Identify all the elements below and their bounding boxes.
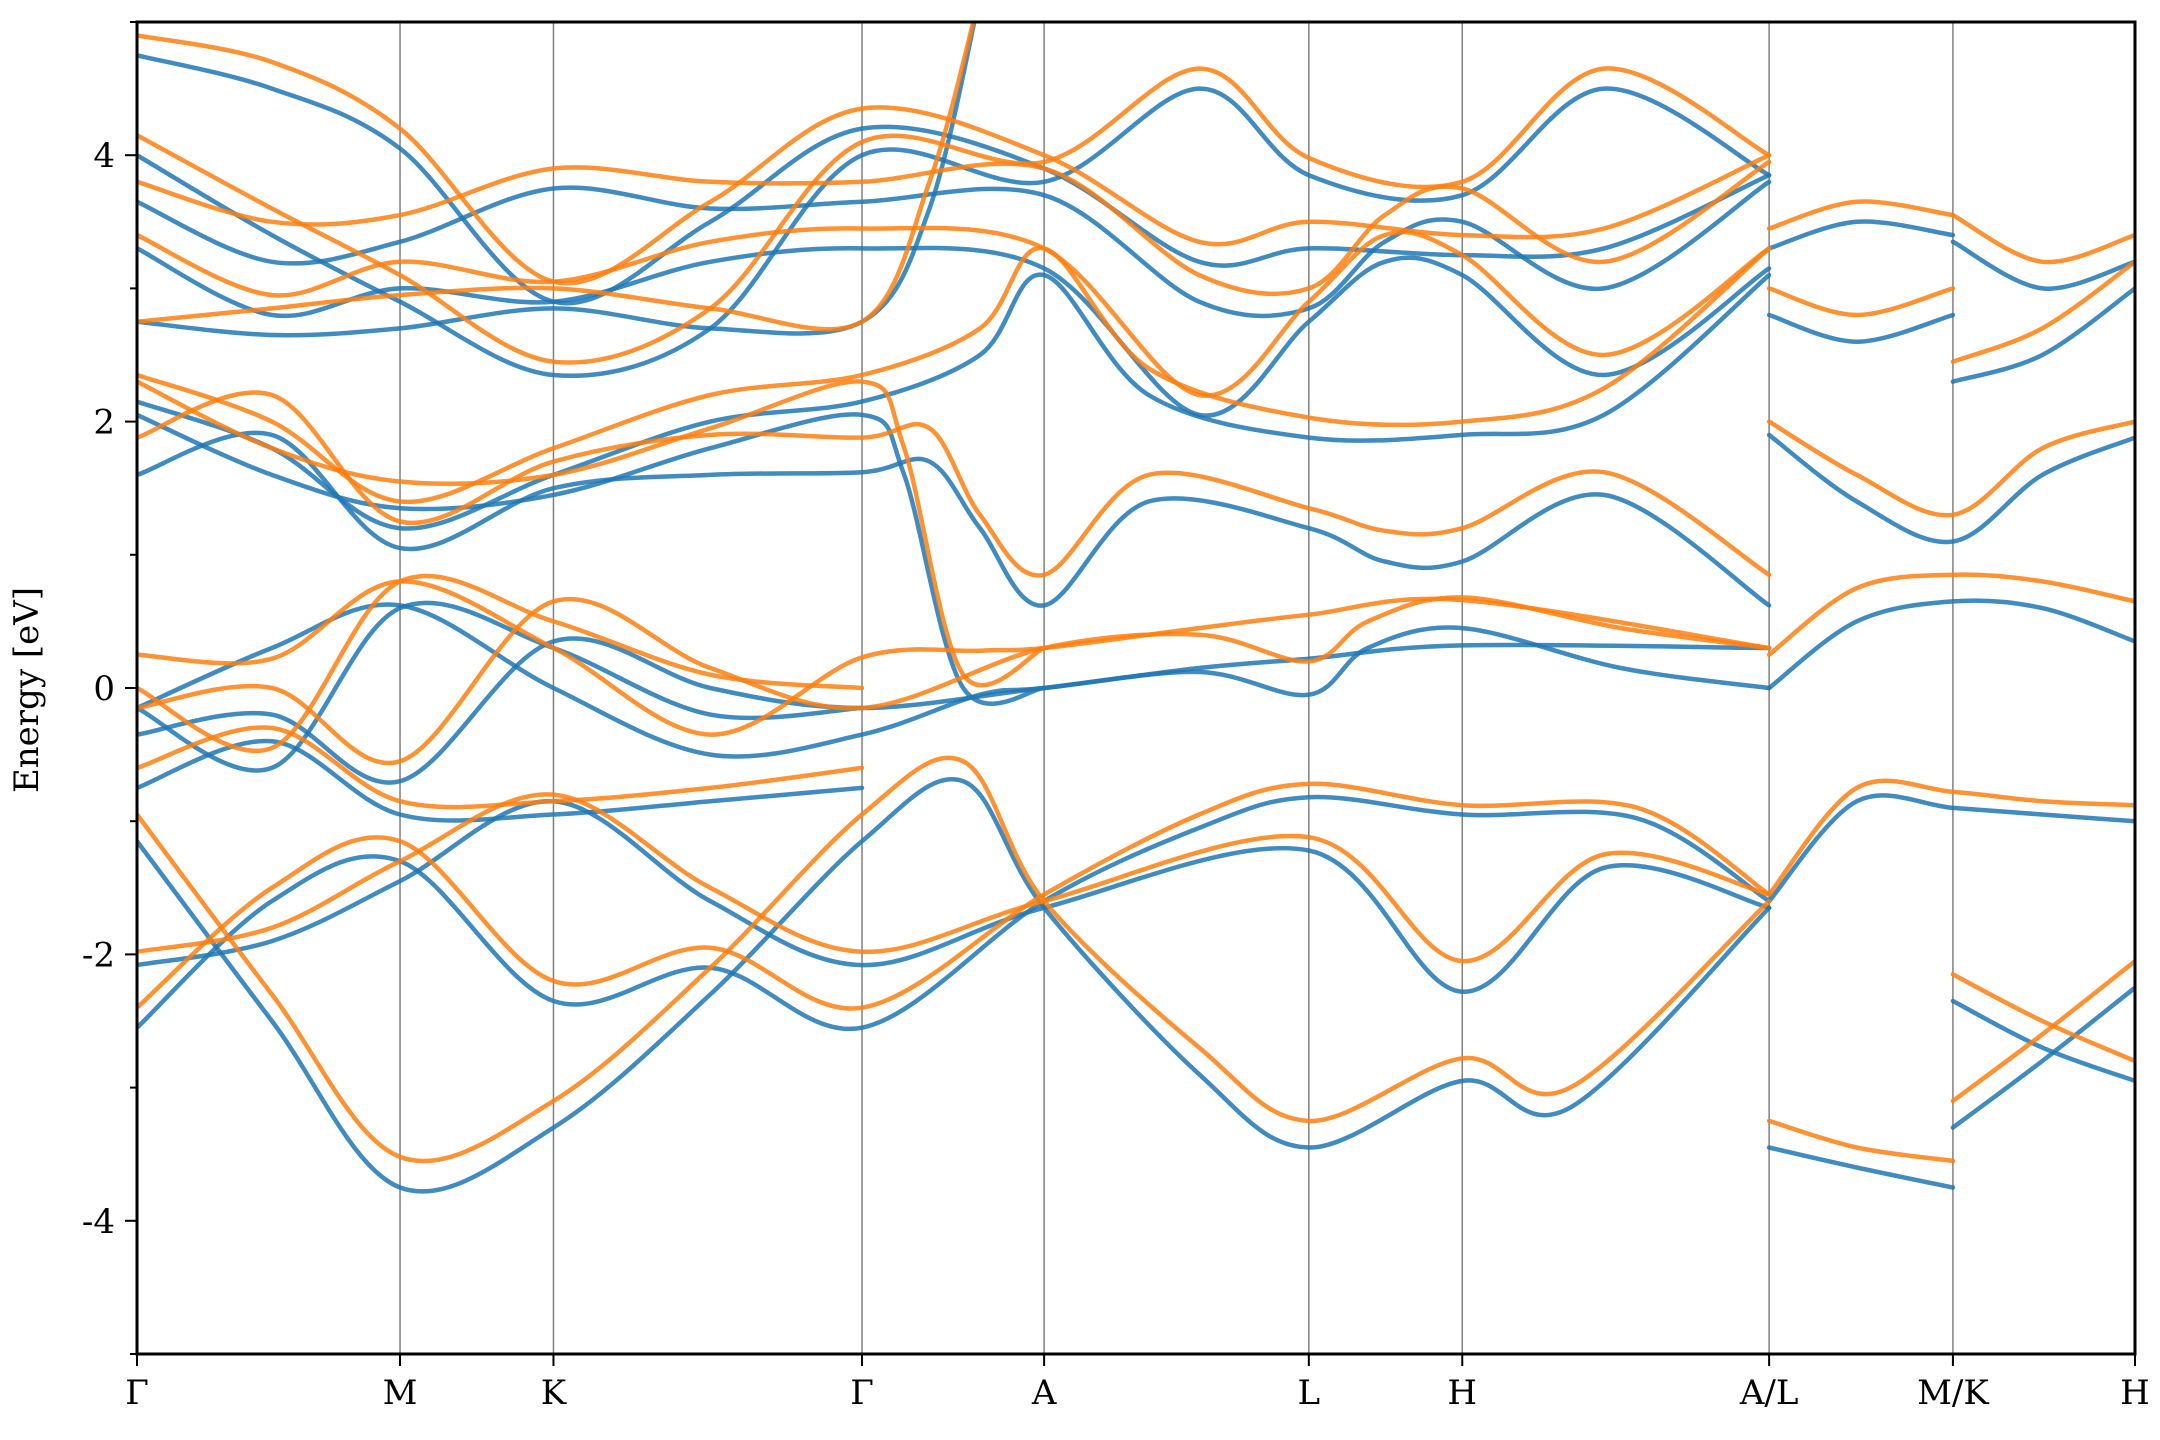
band-line-s1-13 xyxy=(137,245,1772,418)
band-line-s2-20 xyxy=(1950,958,2135,1104)
x-tick-label-7: A/L xyxy=(1739,1373,1799,1413)
band-line-s2-2 xyxy=(137,755,1772,1164)
y-tick-label-4: 4 xyxy=(93,136,115,176)
band-line-s1-2 xyxy=(137,777,1772,1194)
band-line-s1-17 xyxy=(1766,1145,1956,1190)
band-line-s2-21 xyxy=(1950,259,2135,364)
band-line-s2-16 xyxy=(1766,778,2135,897)
band-line-s1-6 xyxy=(137,600,865,773)
band-line-s1-1 xyxy=(137,794,1772,1032)
plot-frame xyxy=(135,20,2137,1356)
band-line-s2-10 xyxy=(137,22,976,332)
x-axis-ticks: Γ M K Γ A L H A/L M/K H xyxy=(125,1354,2150,1413)
band-line-s2-9 xyxy=(137,379,1047,688)
band-line-s2-7 xyxy=(137,390,1772,578)
y-tick-label-2: 0 xyxy=(93,669,115,709)
band-line-s2-22 xyxy=(1950,212,2135,265)
band-line-s2-12 xyxy=(137,66,1772,365)
y-axis-title: Energy [eV] xyxy=(7,587,47,793)
band-line-s2-17 xyxy=(1766,1118,1956,1164)
band-line-s1-0 xyxy=(137,798,1772,994)
band-line-s2-23 xyxy=(1766,286,1956,318)
x-tick-label-6: H xyxy=(1447,1373,1477,1413)
band-line-s1-10 xyxy=(137,22,977,338)
band-lines xyxy=(137,22,2135,1194)
y-tick-label-0: -4 xyxy=(82,1202,115,1242)
band-line-s2-8 xyxy=(137,245,1772,505)
band-line-s1-7 xyxy=(137,430,1772,608)
x-tick-label-9: H xyxy=(2120,1373,2150,1413)
band-line-s1-4 xyxy=(137,602,1772,759)
high-symmetry-lines xyxy=(136,22,2136,1354)
x-tick-label-1: M xyxy=(383,1373,418,1413)
band-line-s2-18 xyxy=(1766,572,2135,657)
band-line-s2-11 xyxy=(137,159,1772,297)
y-tick-label-3: 2 xyxy=(93,403,115,443)
x-tick-label-4: A xyxy=(1031,1373,1057,1413)
x-tick-label-0: Γ xyxy=(125,1373,149,1413)
x-tick-label-8: M/K xyxy=(1917,1373,1989,1413)
y-axis-ticks: -4 -2 0 2 4 xyxy=(82,21,137,1355)
band-line-s2-6 xyxy=(137,573,865,753)
band-line-s1-15 xyxy=(1766,432,2135,545)
band-line-s2-24 xyxy=(1766,199,1956,231)
band-line-s2-14 xyxy=(137,33,1772,286)
band-line-s1-11 xyxy=(137,179,1772,319)
band-line-s2-15 xyxy=(1766,419,2135,518)
x-tick-label-3: Γ xyxy=(850,1373,874,1413)
band-line-s1-22 xyxy=(1950,239,2135,291)
band-line-s1-24 xyxy=(1766,219,1956,251)
band-line-s1-18 xyxy=(1766,598,2135,691)
y-tick-label-1: -2 xyxy=(82,935,115,975)
band-line-s1-8 xyxy=(137,272,1772,531)
band-line-s2-3 xyxy=(137,725,865,810)
band-line-s2-13 xyxy=(137,225,1772,398)
band-line-s1-23 xyxy=(1766,312,1956,344)
band-line-s1-14 xyxy=(137,53,1772,306)
band-line-s1-16 xyxy=(1766,793,2135,904)
band-line-s2-1 xyxy=(137,781,1772,1011)
band-line-s1-21 xyxy=(1950,286,2135,384)
band-line-s2-5 xyxy=(137,595,1772,766)
x-tick-label-2: K xyxy=(541,1373,567,1413)
band-line-s1-19 xyxy=(1950,998,2135,1084)
band-line-s2-19 xyxy=(1950,972,2135,1064)
band-line-s2-0 xyxy=(137,792,1772,964)
band-line-s1-9 xyxy=(137,412,1047,706)
band-line-s1-20 xyxy=(1950,985,2135,1130)
x-tick-label-5: L xyxy=(1298,1373,1321,1413)
